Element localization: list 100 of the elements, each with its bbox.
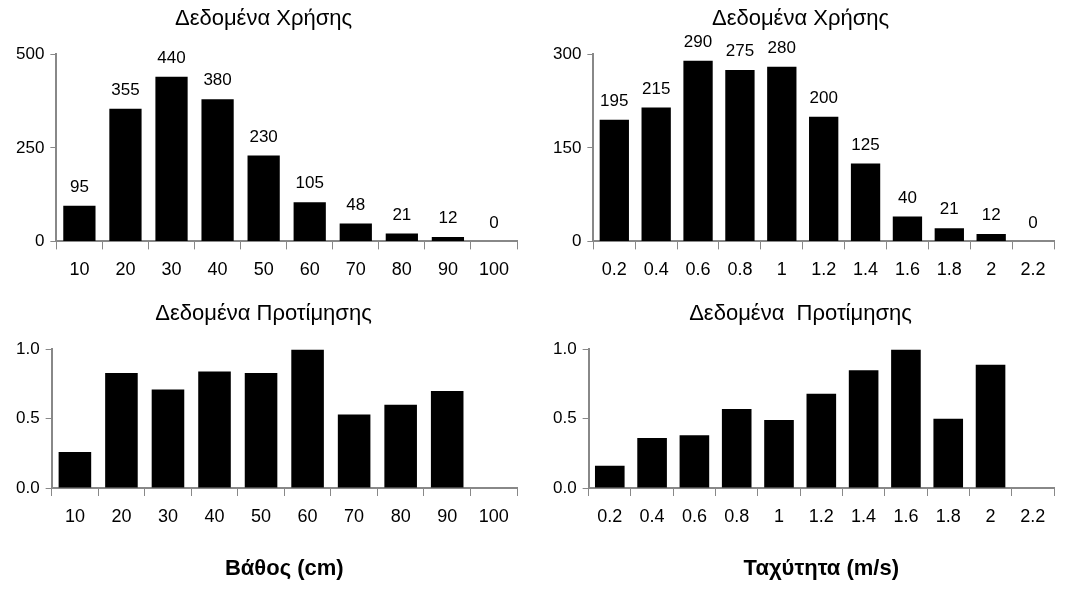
x-tick-label: 40 (204, 505, 225, 526)
bar (975, 364, 1006, 488)
bar (683, 60, 713, 241)
x-tick-label: 100 (478, 505, 509, 526)
bar (151, 389, 185, 488)
bar (641, 107, 671, 241)
y-tick-label: 1.0 (552, 339, 577, 359)
y-tick-label: 0 (34, 231, 45, 251)
bar (767, 66, 797, 241)
bar (764, 420, 794, 488)
bar (637, 438, 667, 488)
x-tick-label: 50 (251, 505, 272, 526)
data-label: 200 (809, 87, 838, 107)
data-label: 215 (641, 78, 671, 98)
x-tick-label: 0.6 (681, 505, 707, 526)
x-tick-label: 10 (64, 505, 85, 526)
bar (806, 393, 837, 488)
bar (201, 99, 234, 241)
x-tick-label: 1.8 (935, 505, 961, 526)
data-label: 12 (438, 208, 458, 228)
x-tick-label: 2.2 (1020, 259, 1046, 280)
bar (155, 76, 188, 241)
bar (109, 108, 142, 241)
y-tick-label: 1.0 (15, 339, 40, 359)
x-tick-label: 90 (437, 505, 458, 526)
y-tick-label: 250 (15, 137, 45, 157)
data-label: 95 (69, 177, 89, 197)
chart-title: Δεδομένα Χρήσης (174, 5, 353, 31)
x-tick-label: 1.4 (853, 259, 879, 280)
x-tick-label: 40 (207, 259, 228, 280)
data-label: 380 (203, 70, 232, 90)
data-label: 290 (683, 31, 713, 51)
data-label: 0 (1028, 212, 1038, 232)
x-tick-label: 10 (69, 259, 90, 280)
bar (291, 349, 324, 488)
y-tick-label: 0.0 (552, 477, 577, 497)
x-tick-label: 1.6 (893, 505, 919, 526)
bar (58, 451, 92, 488)
bar (105, 372, 138, 488)
x-tick-label: 30 (161, 259, 182, 280)
x-tick-label: 70 (345, 259, 366, 280)
chart-title: Δεδομένα Προτίμησης (155, 300, 372, 326)
bar (599, 119, 629, 241)
data-label: 230 (249, 126, 278, 146)
x-tick-label: 0.8 (727, 259, 753, 280)
x-tick-label: 0.2 (601, 259, 627, 280)
bar (976, 233, 1006, 241)
x-tick-label: 2 (985, 505, 996, 526)
x-tick-label: 20 (111, 505, 132, 526)
x-tick-label: 70 (344, 505, 365, 526)
x-tick-label: 0.4 (643, 259, 669, 280)
bar (848, 370, 879, 488)
bar (721, 409, 752, 488)
y-tick-label: 0.0 (15, 477, 40, 497)
bar (337, 414, 371, 488)
x-tick-label: 1 (776, 259, 787, 280)
bar (293, 202, 326, 241)
data-label: 280 (767, 38, 796, 58)
x-tick-label: 0.8 (724, 505, 750, 526)
x-tick-label: 2.2 (1020, 505, 1046, 526)
x-tick-label: 1.8 (936, 259, 962, 280)
data-label: 195 (600, 91, 629, 111)
data-label: 0 (489, 212, 499, 232)
bar (725, 69, 755, 241)
x-tick-label: 30 (157, 505, 178, 526)
y-tick-label: 150 (552, 137, 582, 157)
data-label: 21 (392, 204, 412, 224)
x-tick-label: 1.2 (808, 505, 834, 526)
x-tick-label: 0.4 (639, 505, 665, 526)
data-label: 21 (939, 199, 959, 219)
bar (198, 371, 231, 488)
bar (679, 435, 710, 488)
x-tick-label: 2 (986, 259, 997, 280)
y-tick-label: 300 (552, 44, 582, 64)
x-tick-label: 1.4 (851, 505, 877, 526)
y-tick-label: 0 (571, 231, 582, 251)
x-tick-label: 1.2 (811, 259, 837, 280)
bar (430, 390, 464, 488)
x-tick-label: 50 (253, 259, 274, 280)
bar (244, 372, 278, 488)
x-axis-title: Βάθος (cm) (224, 554, 344, 580)
bar (63, 205, 96, 241)
y-tick-label: 0.5 (15, 408, 40, 428)
chart-title: Δεδομένα Προτίμησης (689, 300, 912, 326)
x-tick-label: 90 (437, 259, 458, 280)
bar (431, 236, 465, 241)
x-tick-label: 1 (774, 505, 785, 526)
x-tick-label: 0.2 (597, 505, 623, 526)
chart-title: Δεδομένα Χρήσης (711, 5, 890, 31)
x-tick-label: 20 (115, 259, 136, 280)
y-tick-label: 0.5 (552, 408, 577, 428)
x-tick-label: 0.6 (685, 259, 711, 280)
x-tick-label: 80 (391, 259, 412, 280)
bar (594, 465, 625, 488)
bar (809, 116, 839, 241)
bar (850, 163, 881, 241)
bar (385, 233, 418, 241)
data-label: 125 (851, 134, 880, 154)
bar (339, 223, 372, 241)
y-tick-label: 500 (15, 44, 45, 64)
